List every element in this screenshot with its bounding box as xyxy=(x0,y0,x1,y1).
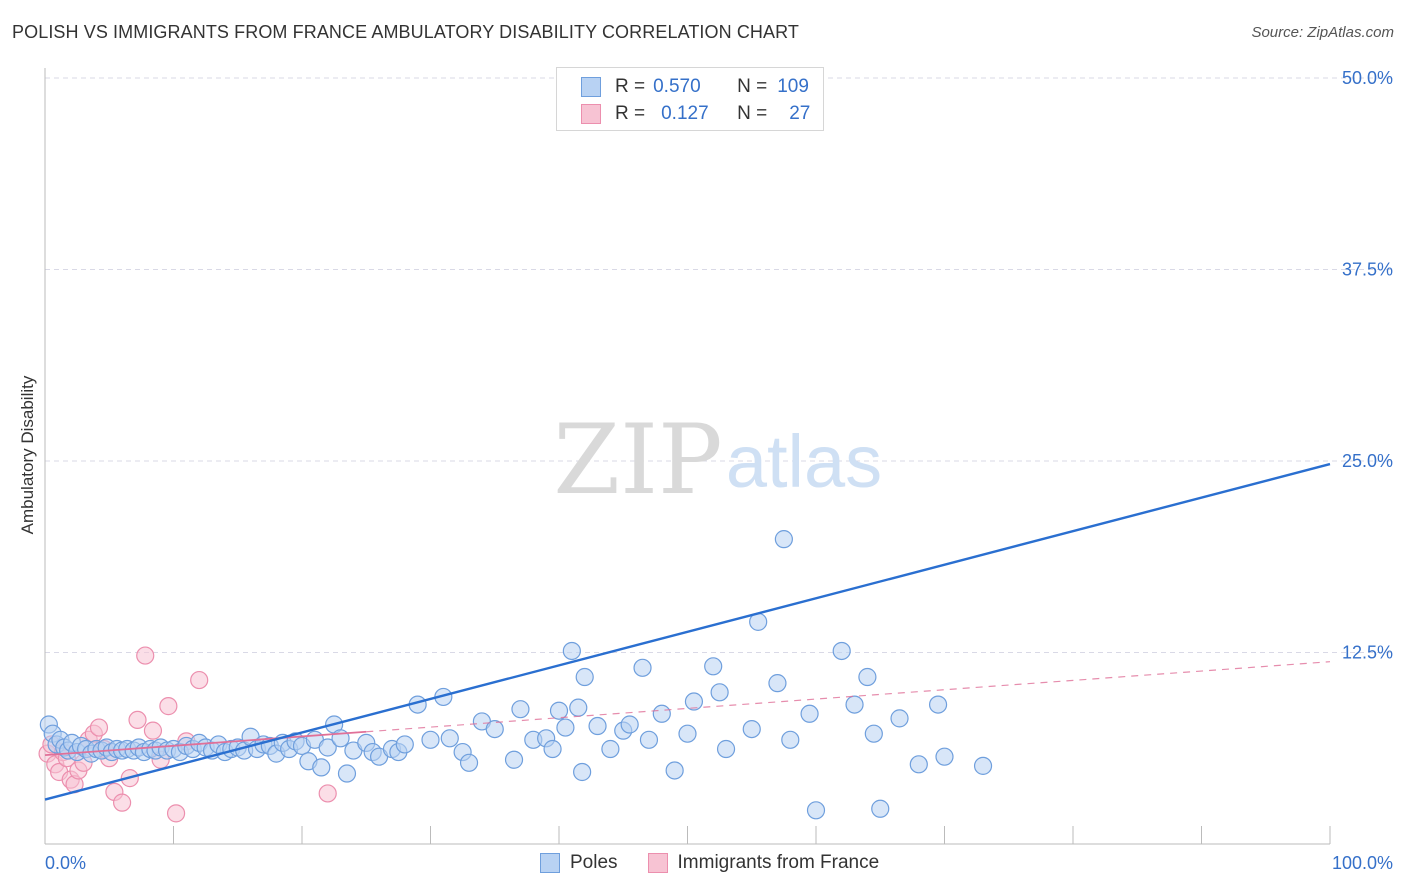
n-value: 27 xyxy=(789,103,811,124)
poles-legend-swatch xyxy=(540,853,560,873)
pink-point-20 xyxy=(143,721,163,740)
blue-point-96 xyxy=(864,724,883,743)
blue-point-102 xyxy=(806,801,826,820)
blue-point-74 xyxy=(556,718,575,737)
france-swatch xyxy=(581,104,601,124)
pink-point-19 xyxy=(136,646,155,665)
r-label: R = xyxy=(615,76,646,97)
y-tick-label-2: 37.5% xyxy=(1342,260,1393,280)
blue-point-67 xyxy=(485,719,504,739)
x-tick-label-min: 0.0% xyxy=(45,853,86,873)
legend-row-poles: R = 0.570 N = 109 xyxy=(581,75,809,99)
blue-point-68 xyxy=(504,750,524,769)
pink-point-26 xyxy=(318,784,337,803)
blue-point-97 xyxy=(890,709,909,728)
trend-lines xyxy=(44,462,1331,801)
france-trend-solid xyxy=(44,730,367,757)
legend-row-france: R = 0.127 N = 27 xyxy=(581,102,810,126)
blue-point-72 xyxy=(543,739,562,759)
blue-point-48 xyxy=(318,738,337,757)
blue-point-69 xyxy=(511,700,530,719)
y-tick-label-1: 25.0% xyxy=(1342,451,1393,471)
poles-swatch xyxy=(581,77,601,97)
blue-point-93 xyxy=(832,641,851,661)
blue-point-80 xyxy=(620,715,639,734)
blue-point-86 xyxy=(684,692,704,711)
blue-point-61 xyxy=(421,730,440,749)
blue-point-56 xyxy=(337,764,357,783)
x-tick-label-max: 100.0% xyxy=(1332,853,1393,873)
blue-point-104 xyxy=(562,641,581,661)
pink-point-25 xyxy=(190,670,209,690)
r-value: 0.127 xyxy=(661,103,709,124)
blue-point-75 xyxy=(569,698,588,717)
blue-point-103 xyxy=(871,799,890,818)
blue-point-73 xyxy=(549,701,569,720)
blue-point-106 xyxy=(710,683,729,702)
blue-point-55 xyxy=(312,758,331,777)
axes xyxy=(44,68,1331,845)
series-legend: Poles Immigrants from France xyxy=(540,852,879,874)
poles-points xyxy=(39,530,993,820)
blue-point-94 xyxy=(845,695,864,714)
y-tick-label-0: 12.5% xyxy=(1342,643,1393,663)
blue-point-59 xyxy=(395,735,414,754)
blue-point-63 xyxy=(440,729,459,748)
watermark-zip: ZIP xyxy=(553,404,722,516)
france-trend-dashed xyxy=(366,661,1331,733)
watermark-atlas: atlas xyxy=(726,420,882,503)
blue-point-83 xyxy=(652,704,671,723)
blue-point-77 xyxy=(588,716,607,736)
blue-point-84 xyxy=(665,761,684,780)
blue-point-99 xyxy=(935,747,954,766)
france-legend-swatch xyxy=(647,853,668,873)
poles-legend-label: Poles xyxy=(570,852,618,873)
blue-point-98 xyxy=(928,695,948,714)
blue-point-92 xyxy=(800,704,819,723)
correlation-legend: R = 0.570 N = 109 R = 0.127 N = 27 xyxy=(556,67,824,131)
blue-point-90 xyxy=(768,674,787,693)
grid-lines xyxy=(45,77,1392,653)
y-tick-label-3: 50.0% xyxy=(1342,68,1393,88)
blue-point-105 xyxy=(573,762,592,782)
blue-point-101 xyxy=(909,755,928,774)
n-label: N = xyxy=(737,103,768,124)
poles-trend-line xyxy=(44,462,1331,801)
pink-point-18 xyxy=(128,710,147,730)
blue-point-65 xyxy=(459,753,479,772)
blue-point-85 xyxy=(678,724,697,743)
r-label: R = xyxy=(615,103,646,124)
blue-point-81 xyxy=(633,658,652,677)
tick-labels: 12.5% 25.0% 37.5% 50.0% 0.0% 100.0% xyxy=(45,68,1393,873)
pink-point-23 xyxy=(166,804,186,823)
chart-title: POLISH VS IMMIGRANTS FROM FRANCE AMBULAT… xyxy=(12,22,800,42)
blue-point-88 xyxy=(716,739,736,759)
blue-point-89 xyxy=(742,719,761,739)
blue-point-82 xyxy=(639,730,659,749)
france-legend-label: Immigrants from France xyxy=(677,852,880,873)
blue-point-87 xyxy=(704,657,723,676)
blue-point-100 xyxy=(973,756,993,775)
n-value: 109 xyxy=(777,76,809,97)
blue-point-95 xyxy=(858,667,877,687)
blue-point-78 xyxy=(601,739,620,759)
pink-point-16 xyxy=(112,793,132,812)
source-credit: Source: ZipAtlas.com xyxy=(1251,24,1394,41)
france-points xyxy=(38,646,337,823)
pink-point-22 xyxy=(159,697,178,716)
blue-point-91 xyxy=(781,730,800,749)
n-label: N = xyxy=(737,76,768,97)
blue-point-108 xyxy=(774,530,793,549)
r-value: 0.570 xyxy=(653,76,701,97)
blue-point-76 xyxy=(575,667,594,687)
pink-point-12 xyxy=(89,718,109,737)
